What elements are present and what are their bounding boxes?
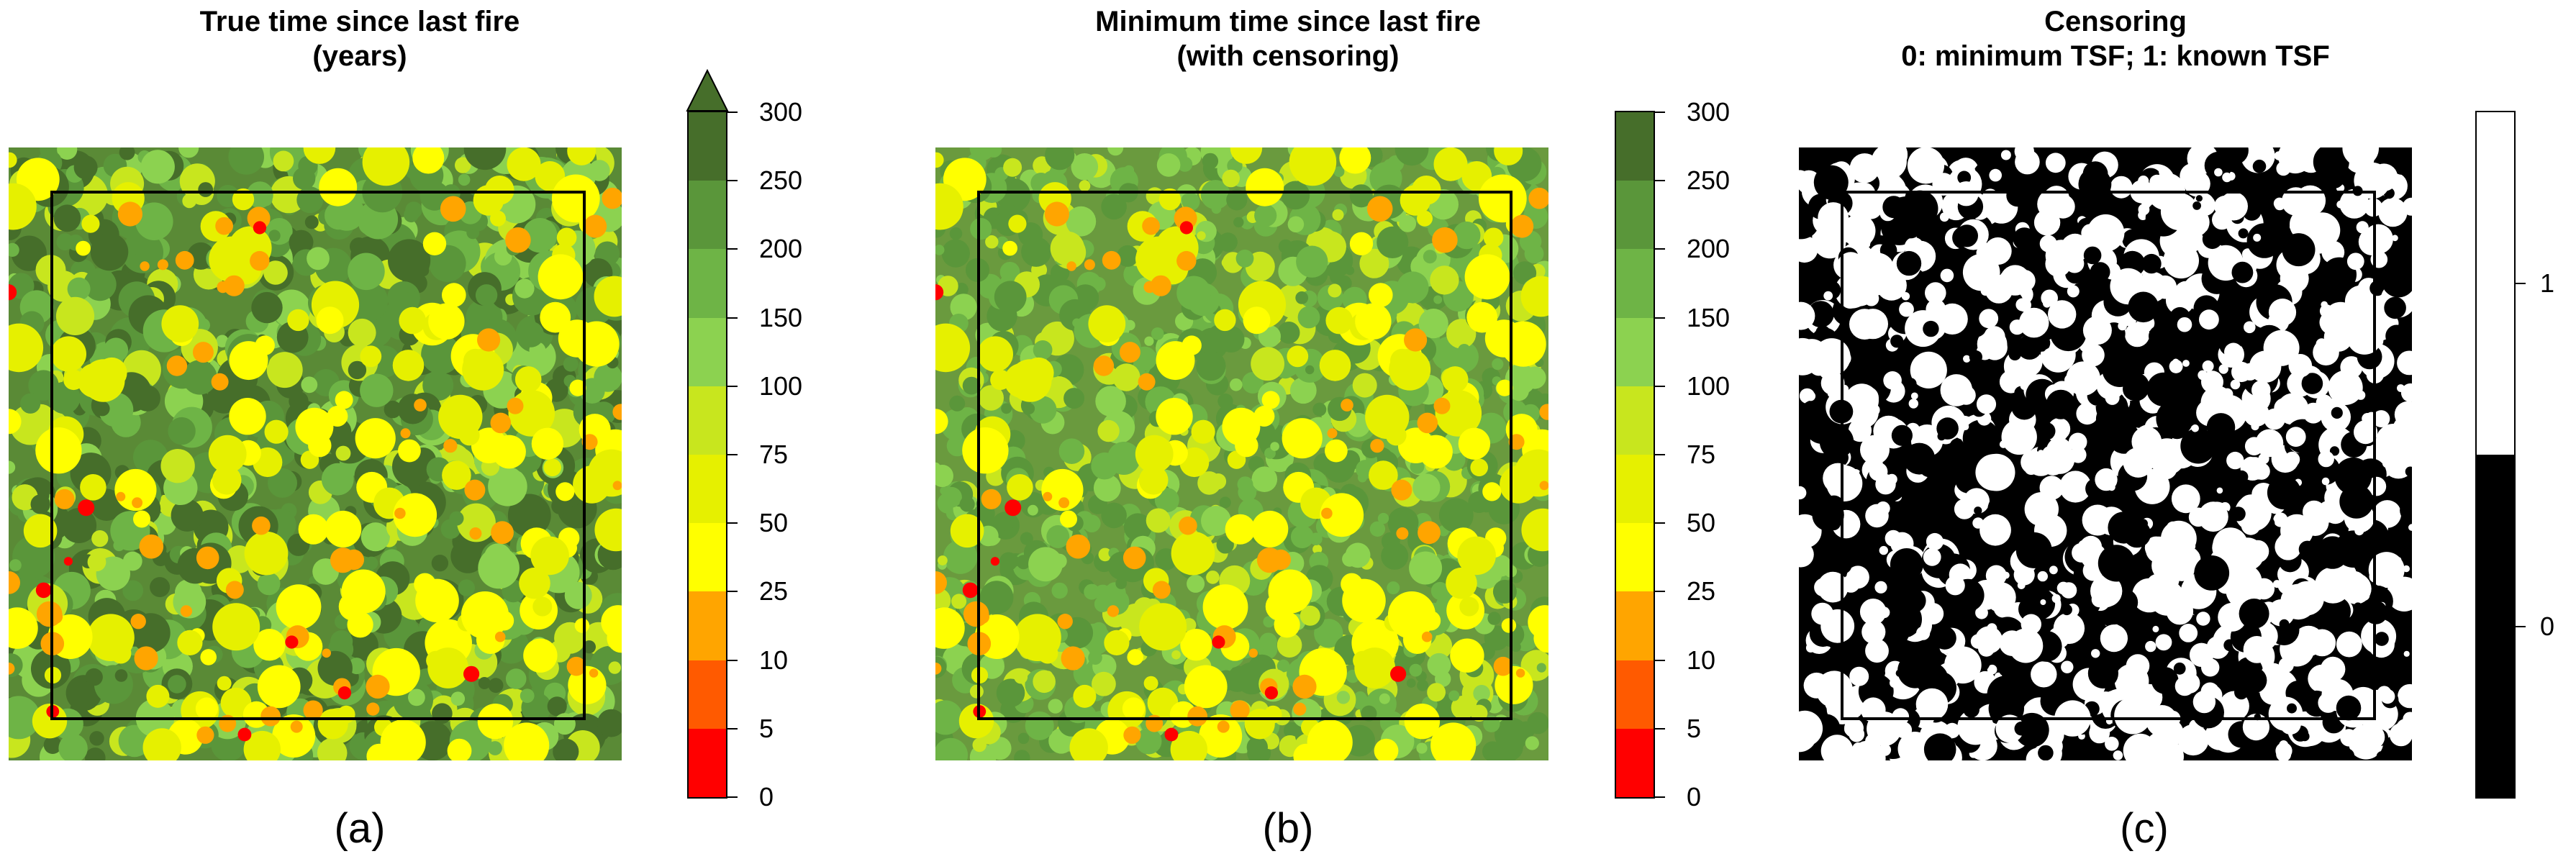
colorbar-a-tick-label: 100 (759, 371, 803, 401)
colorbar-a-tick (727, 659, 738, 661)
panel-c-map (1799, 147, 2412, 760)
colorbar-a-segment-7 (689, 249, 726, 318)
colorbar-b-segment-1 (1616, 660, 1654, 729)
tsf-map-a (9, 147, 622, 760)
colorbar-b-segment-2 (1616, 591, 1654, 660)
colorbar-a-tick (727, 112, 738, 113)
colorbar-b-segment-5 (1616, 386, 1654, 455)
colorbar-b-tick (1655, 659, 1665, 661)
panel-b-map (935, 147, 1548, 760)
colorbar-b-tick (1655, 727, 1665, 730)
colorbar-a-tick-label: 300 (759, 97, 803, 127)
colorbar-a (686, 69, 729, 799)
colorbar-b (1615, 111, 1655, 799)
colorbar-b-tick (1655, 180, 1665, 182)
colorbar-a-tick (727, 248, 738, 250)
colorbar-b-segment-3 (1616, 523, 1654, 592)
colorbar-b-tick-label: 75 (1687, 440, 1716, 469)
colorbar-a-tick (727, 180, 738, 182)
colorbar-b-tick (1655, 591, 1665, 593)
colorbar-a-tick-label: 5 (759, 713, 774, 743)
colorbar-a-segment-8 (689, 181, 726, 250)
panel-b-title-line2: (with censoring) (1176, 40, 1400, 72)
colorbar-a-tick-label: 0 (759, 782, 774, 812)
colorbar-a-segment-6 (689, 317, 726, 386)
panel-c-title-line1: Censoring (2044, 6, 2187, 37)
colorbar-b-tick (1655, 522, 1665, 524)
colorbar-b-tick-label: 25 (1687, 576, 1716, 606)
colorbar-a-tick (727, 522, 738, 524)
colorbar-a-tick-label: 250 (759, 165, 803, 196)
colorbar-c-label-0: 0 (2540, 612, 2555, 641)
colorbar-b-segment-7 (1616, 249, 1654, 318)
colorbar-b-tick-label: 300 (1687, 97, 1731, 127)
colorbar-a-segment-1 (689, 660, 726, 729)
study-area-frame-c (1841, 191, 2376, 720)
colorbar-a-segment-4 (689, 455, 726, 524)
colorbar-b-tick (1655, 454, 1665, 455)
colorbar-c-tick-0 (2516, 626, 2526, 627)
colorbar-a-tick-label: 10 (759, 645, 789, 675)
colorbar-b-tick (1655, 385, 1665, 387)
colorbar-a-segment-0 (689, 728, 726, 797)
colorbar-c-tick-1 (2516, 283, 2526, 284)
colorbar-a-tick (727, 317, 738, 319)
colorbar-c (2475, 111, 2516, 799)
colorbar-b-tick (1655, 248, 1665, 250)
colorbar-b-segment-4 (1616, 455, 1654, 524)
colorbar-b-segment-0 (1616, 728, 1654, 797)
tsf-map-b (935, 147, 1548, 760)
panel-b-title-line1: Minimum time since last fire (1095, 6, 1481, 37)
colorbar-a-segment-5 (689, 386, 726, 455)
colorbar-a-tick (727, 454, 738, 455)
colorbar-b-tick (1655, 317, 1665, 319)
colorbar-a-segment-3 (689, 523, 726, 592)
colorbar-b-tick-label: 150 (1687, 302, 1731, 332)
colorbar-a-tick-label: 75 (759, 440, 789, 469)
colorbar-a-tick-label: 25 (759, 576, 789, 606)
colorbar-b-tick-label: 5 (1687, 713, 1702, 743)
colorbar-b-tick-label: 200 (1687, 234, 1731, 264)
colorbar-a-extend-arrow (686, 69, 729, 112)
panel-a-title-line2: (years) (312, 40, 407, 72)
colorbar-a-tick (727, 385, 738, 387)
panel-a-title-line1: True time since last fire (199, 6, 520, 37)
colorbar-a-segment-9 (689, 112, 726, 181)
colorbar-a-tick-label: 50 (759, 508, 789, 538)
colorbar-b-segment-8 (1616, 181, 1654, 250)
colorbar-b-tick-label: 50 (1687, 508, 1716, 538)
colorbar-c-segment-0 (2477, 455, 2514, 797)
panel-a-title: True time since last fire (years) (29, 4, 691, 73)
panel-a-map (9, 147, 622, 760)
colorbar-b-tick-label: 100 (1687, 371, 1731, 401)
colorbar-b-segment-9 (1616, 112, 1654, 181)
colorbar-a-tick-label: 200 (759, 234, 803, 264)
panel-a-label: (a) (334, 805, 386, 852)
colorbar-b-tick-label: 250 (1687, 165, 1731, 196)
colorbar-b-tick-label: 0 (1687, 782, 1702, 812)
colorbar-a-tick (727, 591, 738, 593)
colorbar-b-tick (1655, 796, 1665, 798)
colorbar-a-tick (727, 796, 738, 798)
colorbar-a-tick-label: 150 (759, 302, 803, 332)
censoring-map (1799, 147, 2412, 760)
panel-c-label: (c) (2120, 805, 2169, 852)
study-area-frame-b (977, 191, 1513, 720)
panel-b-label: (b) (1262, 805, 1314, 852)
study-area-frame-a (50, 191, 586, 720)
colorbar-b-tick (1655, 112, 1665, 113)
colorbar-b-segment-6 (1616, 317, 1654, 386)
colorbar-c-label-1: 1 (2540, 268, 2555, 298)
colorbar-c-segment-1 (2477, 112, 2514, 455)
panel-b-title: Minimum time since last fire (with censo… (957, 4, 1619, 73)
colorbar-b-tick-label: 10 (1687, 645, 1716, 675)
colorbar-a-tick (727, 727, 738, 730)
colorbar-a-segment-2 (689, 591, 726, 660)
panel-c-title: Censoring 0: minimum TSF; 1: known TSF (1784, 4, 2446, 73)
panel-c-title-line2: 0: minimum TSF; 1: known TSF (1901, 40, 2330, 72)
